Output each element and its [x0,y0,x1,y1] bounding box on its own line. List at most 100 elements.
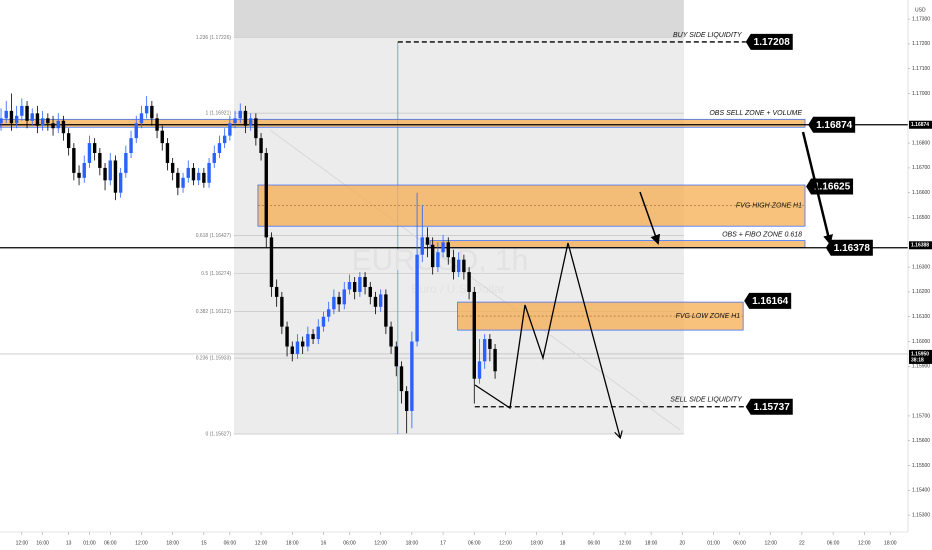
candle-body [389,326,393,347]
candle-body [280,296,284,327]
candle-body [467,272,471,292]
candle-body [118,172,123,193]
candle-body [35,113,40,126]
candle-body [462,259,466,273]
candle-body [259,138,263,154]
price-label: 1.16388 [911,243,929,249]
x-tick-label: 12:00 [16,540,29,546]
zone-label: OBS + FIBO ZONE 0.618 [722,231,802,238]
candle-body [92,143,97,154]
x-tick-label: 06:00 [343,540,356,546]
x-tick-label: 06:00 [588,540,601,546]
y-tick-label: 1.17000 [912,91,930,97]
x-tick-label: 12:00 [374,540,387,546]
callout-box [745,398,793,415]
x-tick-label: 18 [560,540,566,546]
candle-body [238,110,242,119]
candle-body [482,339,487,362]
fib-label: 0.382 (1.16121) [196,309,232,315]
x-tick-label: 01:00 [707,540,720,546]
candle-body [446,242,450,258]
fib-label: 0.618 (1.16427) [196,233,232,239]
candle-body [46,118,50,124]
callout-box [744,292,792,309]
x-tick-label: 06:00 [468,540,481,546]
callout-label: 1.16625 [814,182,851,193]
candle-body [113,160,118,193]
x-tick-label: 12:00 [619,540,632,546]
candle-body [415,254,419,342]
candle-body [342,289,346,305]
x-tick-label: 01:00 [83,540,96,546]
y-tick-label: 1.15700 [912,413,930,419]
x-tick-label: 16 [321,540,327,546]
candle-body [316,326,320,340]
candle-body [373,296,378,307]
zone [0,118,806,128]
y-tick-label: 1.16500 [912,215,930,221]
fib-label: 1.236 (1.17226) [196,35,232,41]
candle-body [139,113,144,124]
candle-body [410,341,414,411]
candle-body [337,296,341,305]
candle-body [254,118,258,139]
y-tick-label: 1.15500 [912,463,930,469]
candle-body [430,244,435,268]
callout-box [808,116,856,133]
candle-body [222,135,227,144]
candle-body [477,361,482,379]
candle-body [311,334,315,340]
x-tick-label: 18:00 [645,540,658,546]
trend-line [269,129,681,431]
candle-body [436,252,440,268]
x-tick-label: 06:00 [733,540,746,546]
y-tick-label: 1.15600 [912,438,930,444]
candle-body [274,286,279,297]
callout-label: 1.16164 [752,296,789,307]
fib-label: 0.236 (1.15933) [196,355,232,361]
candle-body [124,153,128,173]
candle-body [40,118,45,126]
candle-body [103,167,107,181]
candle-body [404,391,409,411]
price-label: 1.16874 [911,122,929,128]
candle-body [456,259,461,273]
liquidity-label: SELL SIDE LIQUIDITY [670,397,743,404]
candle-body [207,162,211,183]
main-layer: OBS SELL ZONE + VOLUME FVG HIGH ZONE H1 OB… [0,32,908,434]
callout-label: 1.17208 [754,37,791,48]
candle-body [176,172,180,188]
candle-body [25,105,29,121]
candle-body [186,167,190,178]
candle-body [493,348,497,372]
x-tick-label: 18:00 [406,540,419,546]
candle-body [300,341,305,347]
y-tick-label: 1.16100 [912,314,930,320]
candle-body [160,130,164,144]
candle-body [30,113,34,121]
candle-body [451,257,456,273]
candle-body [378,294,383,307]
background-layer: 1.236 (1.17226) 1 (1.16921) 0.618 (1.16427… [0,0,908,437]
y-tick-label: 1.16800 [912,140,930,146]
callout-label: 1.16874 [816,120,853,131]
y-tick-label: 1.17300 [912,16,930,22]
fib-label: 1 (1.16921) [205,110,231,116]
candle-body [363,277,367,287]
last-price-label: 1.15950 [911,351,929,357]
x-tick-label: 18:00 [286,540,299,546]
x-tick-label: 18:00 [166,540,179,546]
candle-body [326,309,331,317]
price-axis [908,0,932,550]
candle-body [98,153,102,168]
candle-body [248,118,253,126]
candle-body [144,105,149,114]
candle-body [191,167,196,181]
x-tick-label: 18:00 [884,540,897,546]
x-tick-label: 22 [799,540,805,546]
candle-body [212,153,216,163]
currency-label: USD [915,7,926,13]
candle-body [4,110,8,119]
x-tick-label: 12:00 [764,540,777,546]
candle-body [77,172,81,178]
